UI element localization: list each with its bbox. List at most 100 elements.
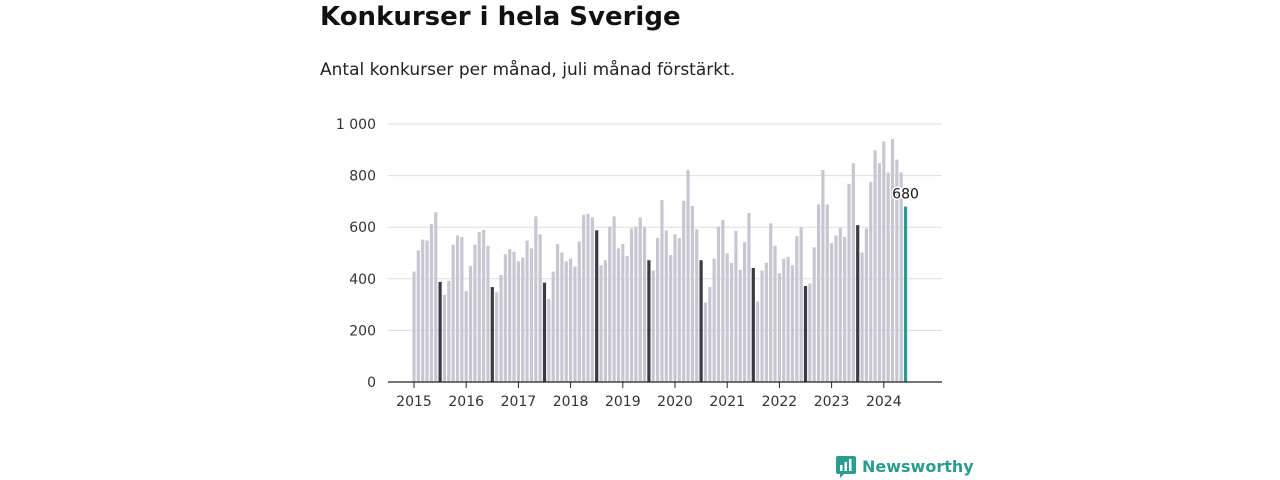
y-axis-ticks: 0 200 400 600 800 1 000 bbox=[336, 117, 376, 391]
bar bbox=[629, 228, 634, 382]
bar bbox=[473, 244, 477, 382]
bar bbox=[864, 228, 868, 382]
bar bbox=[651, 270, 655, 382]
bar bbox=[743, 242, 747, 382]
bar bbox=[708, 287, 712, 382]
bar bbox=[851, 163, 855, 382]
bar bbox=[812, 247, 816, 382]
bar bbox=[695, 229, 699, 382]
bar bbox=[551, 271, 555, 382]
y-tick-label: 600 bbox=[349, 220, 376, 236]
bar bbox=[490, 287, 494, 382]
bar bbox=[816, 204, 821, 382]
bar bbox=[590, 217, 594, 382]
bar bbox=[599, 265, 603, 382]
bar bbox=[782, 258, 786, 382]
bar bbox=[899, 172, 903, 382]
bar bbox=[464, 291, 468, 382]
bar bbox=[721, 219, 725, 382]
x-tick-label: 2020 bbox=[657, 394, 693, 410]
bar bbox=[825, 204, 829, 382]
bar bbox=[773, 245, 777, 382]
bar bbox=[664, 230, 668, 382]
y-tick-label: 400 bbox=[349, 272, 376, 288]
bar bbox=[860, 252, 864, 382]
bar bbox=[534, 216, 538, 382]
y-tick-label: 200 bbox=[349, 323, 376, 339]
newsworthy-logo[interactable]: Newsworthy bbox=[836, 454, 974, 478]
bar bbox=[790, 265, 795, 382]
x-tick-label: 2022 bbox=[762, 394, 798, 410]
bar bbox=[442, 294, 447, 382]
bar bbox=[847, 183, 851, 382]
bar bbox=[869, 182, 873, 382]
newsworthy-logo-text: Newsworthy bbox=[862, 456, 974, 476]
bar bbox=[616, 248, 621, 382]
bar bbox=[451, 244, 455, 382]
bar bbox=[760, 270, 764, 382]
bar bbox=[843, 237, 847, 382]
bar bbox=[895, 159, 899, 382]
y-tick-label: 800 bbox=[349, 169, 376, 185]
x-tick-label: 2021 bbox=[709, 394, 745, 410]
bar bbox=[582, 214, 586, 382]
bar bbox=[669, 255, 673, 382]
bar bbox=[516, 261, 520, 382]
bar bbox=[542, 282, 547, 382]
y-tick-label: 0 bbox=[367, 375, 376, 391]
bar bbox=[555, 243, 560, 382]
bar bbox=[425, 240, 429, 382]
last-value-label: 680 bbox=[892, 187, 919, 203]
bar bbox=[682, 200, 686, 382]
bar bbox=[803, 286, 808, 382]
bar bbox=[586, 213, 590, 382]
bar bbox=[690, 206, 694, 382]
chart-subtitle: Antal konkurser per månad, juli månad fö… bbox=[320, 60, 736, 80]
bar bbox=[564, 261, 568, 382]
bar bbox=[603, 260, 607, 382]
bar bbox=[821, 169, 825, 382]
bar bbox=[769, 223, 773, 382]
bar bbox=[751, 267, 755, 382]
bar bbox=[856, 225, 860, 382]
bar bbox=[512, 251, 516, 382]
bar bbox=[434, 212, 438, 382]
bar bbox=[738, 269, 742, 382]
bar bbox=[421, 239, 425, 382]
x-axis-ticks: 2015 2016 2017 2018 2019 2020 2021 2022 2023 2024 bbox=[396, 382, 902, 410]
bar bbox=[677, 238, 681, 382]
bar bbox=[438, 281, 442, 382]
x-tick-label: 2017 bbox=[501, 394, 537, 410]
bar bbox=[716, 226, 721, 382]
bar bbox=[756, 301, 760, 382]
bar bbox=[595, 230, 599, 382]
bar bbox=[686, 169, 690, 382]
bar bbox=[412, 271, 416, 382]
bar bbox=[703, 302, 708, 382]
bar bbox=[642, 226, 647, 382]
bar bbox=[577, 241, 581, 382]
bar bbox=[495, 292, 499, 382]
bars bbox=[412, 138, 908, 382]
bar bbox=[890, 138, 895, 382]
bar bbox=[764, 262, 768, 382]
bar bbox=[529, 248, 534, 382]
bar bbox=[882, 141, 886, 382]
bar bbox=[886, 172, 890, 382]
bar bbox=[499, 274, 503, 382]
bar bbox=[460, 237, 464, 382]
bar bbox=[838, 227, 842, 382]
bar bbox=[573, 266, 577, 382]
bar bbox=[477, 231, 481, 382]
bar bbox=[647, 260, 651, 382]
bar bbox=[712, 258, 716, 382]
bar bbox=[795, 236, 799, 382]
y-tick-label: 1 000 bbox=[336, 117, 376, 133]
bar bbox=[429, 224, 433, 382]
bar bbox=[634, 226, 638, 382]
bar bbox=[729, 262, 734, 382]
bar bbox=[482, 229, 486, 382]
bar bbox=[525, 240, 529, 382]
bar bbox=[486, 245, 490, 382]
